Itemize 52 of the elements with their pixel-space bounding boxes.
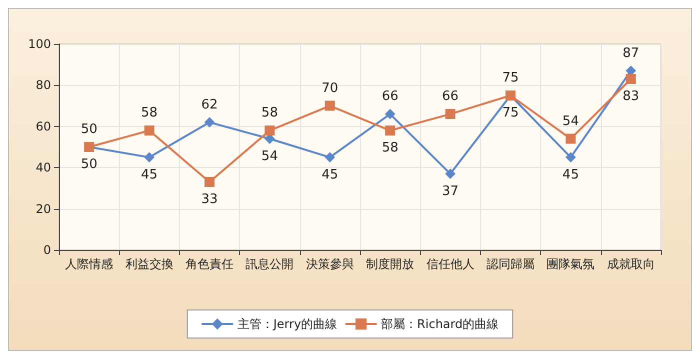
point — [204, 177, 214, 188]
y-tick-label: 80 — [36, 78, 51, 92]
y-tick-label: 100 — [28, 37, 51, 51]
point — [385, 109, 396, 120]
data-label: 70 — [322, 80, 338, 96]
data-label: 45 — [322, 167, 338, 182]
x-tick-label: 成就取向 — [606, 257, 655, 271]
data-label: 87 — [622, 46, 640, 61]
y-tick-label: 20 — [36, 202, 51, 216]
point — [566, 134, 576, 144]
point — [324, 100, 335, 111]
point — [385, 126, 396, 136]
x-tick-label: 人際情感 — [65, 257, 114, 271]
y-tick-label: 60 — [36, 119, 51, 134]
x-tick-label: 角色責任 — [186, 257, 234, 271]
y-tick-label: 40 — [36, 160, 51, 175]
y-tick-label: 0 — [43, 243, 51, 257]
point — [144, 126, 154, 136]
data-label: 54 — [261, 148, 278, 164]
point — [566, 152, 576, 162]
x-tick-label: 信任他人 — [426, 257, 474, 271]
data-label: 50 — [80, 122, 98, 137]
legend-label: 主管：Jerry的曲線 — [237, 317, 338, 331]
x-tick-label: 訊息公開 — [246, 257, 294, 271]
legend-label: 部屬：Richard的曲線 — [381, 317, 499, 331]
point — [324, 152, 335, 162]
data-label: 66 — [442, 89, 459, 104]
data-label: 75 — [502, 70, 519, 86]
data-label: 45 — [141, 167, 158, 182]
data-label: 62 — [201, 97, 218, 112]
point — [204, 117, 214, 128]
x-tick-label: 制度開放 — [366, 257, 414, 271]
data-label: 37 — [442, 184, 459, 199]
data-label: 33 — [201, 192, 218, 208]
data-label: 83 — [622, 89, 640, 104]
data-label: 45 — [562, 167, 579, 182]
point — [445, 109, 456, 120]
point — [264, 126, 275, 136]
x-tick-label: 決策參與 — [306, 257, 354, 271]
x-tick-label: 認同歸屬 — [486, 257, 534, 271]
point — [144, 152, 154, 162]
data-label: 58 — [382, 140, 398, 156]
data-label: 58 — [141, 106, 158, 121]
data-label: 66 — [382, 89, 398, 104]
data-label: 75 — [502, 106, 519, 120]
data-label: 58 — [261, 106, 278, 121]
x-tick-label: 團隊氣氛 — [546, 257, 595, 271]
data-label: 50 — [80, 157, 98, 172]
data-label: 54 — [562, 114, 579, 129]
point — [626, 74, 636, 84]
point — [445, 168, 456, 179]
x-tick-label: 利益交換 — [125, 257, 174, 271]
